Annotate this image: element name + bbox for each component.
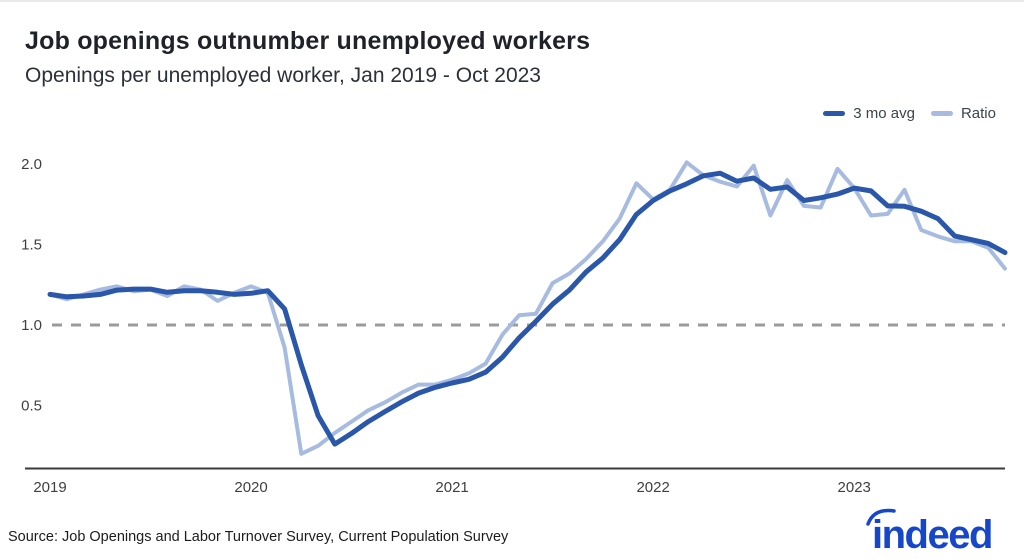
legend-label-ratio: Ratio bbox=[960, 105, 996, 122]
ratio-line-swatch-icon bbox=[930, 111, 953, 116]
legend-label-3mo-avg: 3 mo avg bbox=[853, 105, 915, 122]
source-note: Source: Job Openings and Labor Turnover … bbox=[8, 529, 509, 545]
series-line-3-mo-avg bbox=[47, 170, 1008, 447]
indeed-logo-arc-icon bbox=[866, 508, 896, 526]
chart-subtitle: Openings per unemployed worker, Jan 2019… bbox=[25, 64, 541, 87]
x-tick-label: 2020 bbox=[234, 479, 267, 496]
y-tick-label: 1.5 bbox=[21, 237, 42, 254]
x-tick-label: 2021 bbox=[435, 479, 468, 496]
indeed-logo: indeed bbox=[866, 508, 993, 555]
series-line-ratio bbox=[48, 160, 1007, 456]
x-tick-label: 2022 bbox=[636, 479, 669, 496]
legend: 3 mo avg Ratio bbox=[823, 105, 996, 122]
indeed-logo-text: indeed bbox=[872, 513, 992, 555]
3mo-avg-line-swatch-icon bbox=[823, 111, 846, 116]
x-tick-label: 2023 bbox=[838, 479, 871, 496]
y-tick-label: 0.5 bbox=[21, 398, 42, 415]
y-tick-label: 2.0 bbox=[21, 156, 42, 173]
legend-item-ratio: Ratio bbox=[930, 105, 996, 122]
chart-title: Job openings outnumber unemployed worker… bbox=[25, 27, 591, 55]
x-tick-label: 2019 bbox=[33, 479, 66, 496]
y-tick-label: 1.0 bbox=[21, 317, 42, 334]
legend-item-3mo-avg: 3 mo avg bbox=[823, 105, 915, 122]
